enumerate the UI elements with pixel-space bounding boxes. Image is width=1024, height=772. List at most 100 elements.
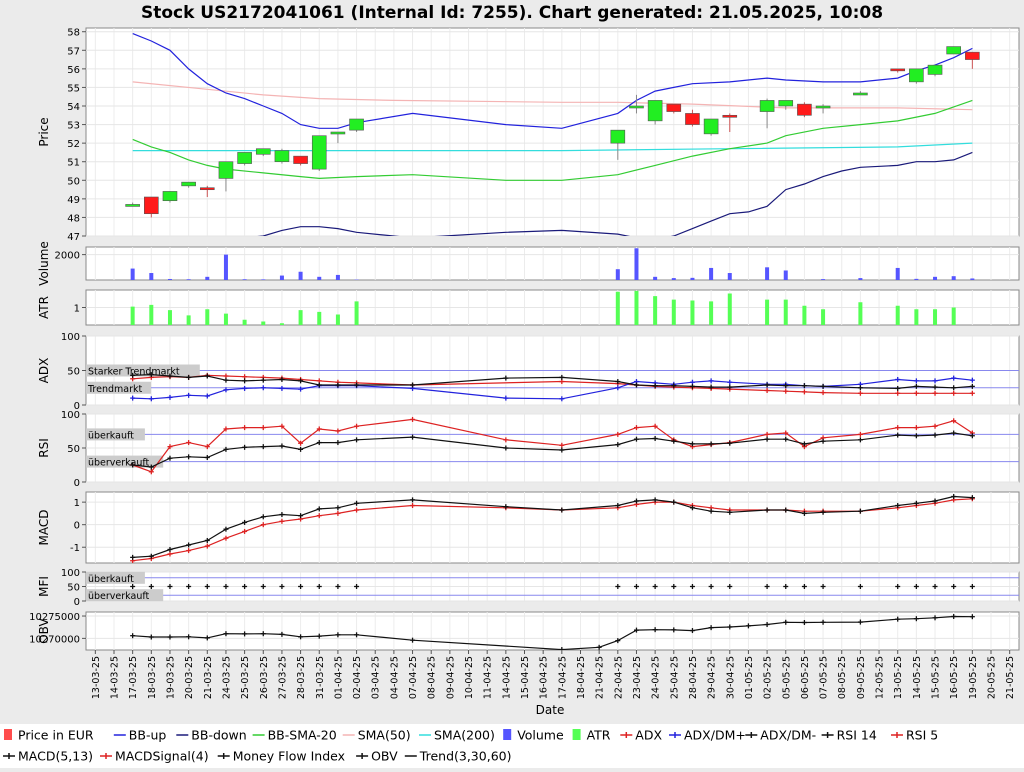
x-tick-label: 24-04-25: [651, 656, 662, 699]
x-tick-label: 17-03-25: [128, 656, 139, 699]
chart-title: Stock US2172041061 (Internal Id: 7255). …: [141, 3, 883, 23]
x-tick-label: 29-04-25: [707, 656, 718, 699]
x-tick-label: 07-05-25: [819, 656, 830, 699]
price-ytick-label: 57: [67, 46, 80, 57]
volume-bar: [728, 273, 732, 280]
x-tick-label: 14-04-25: [501, 656, 512, 699]
volume-bar: [131, 269, 135, 280]
rsi-ytick-label: 50: [67, 444, 80, 455]
x-tick-label: 25-03-25: [240, 656, 251, 699]
candle-body: [256, 149, 270, 155]
legend-item: Trend(3,30,60): [405, 749, 512, 764]
atr-bar: [187, 315, 191, 325]
atr-bar: [280, 323, 284, 325]
candle-body: [163, 191, 177, 200]
atr-bar: [616, 292, 620, 325]
x-tick-label: 24-03-25: [221, 656, 232, 699]
atr-bar: [168, 310, 172, 325]
obv-ylabel: OBV: [37, 617, 51, 643]
volume-bar: [914, 279, 918, 280]
legend-label: OBV: [371, 749, 398, 764]
macd-ytick-label: 0: [74, 521, 80, 532]
x-tick-label: 25-04-25: [669, 656, 680, 699]
legend-label: Volume: [517, 728, 564, 743]
x-tick-label: 14-03-25: [109, 656, 120, 699]
legend-label: ADX: [635, 728, 662, 743]
legend-swatch: [4, 729, 12, 740]
x-tick-label: 30-04-25: [725, 656, 736, 699]
volume-bar: [634, 248, 638, 280]
x-tick-label: 05-05-25: [781, 656, 792, 699]
x-tick-label: 02-04-25: [352, 656, 363, 699]
legend-label: RSI 14: [837, 728, 877, 743]
volume-bar: [709, 268, 713, 280]
atr-bar: [784, 300, 788, 325]
x-tick-label: 07-04-25: [408, 656, 419, 699]
legend-swatch: [503, 729, 511, 740]
candle-body: [648, 100, 662, 120]
candle-body: [909, 69, 923, 82]
volume-bar: [187, 279, 191, 280]
mfi-ytick-label: 50: [67, 583, 80, 594]
price-ytick-label: 54: [67, 102, 80, 113]
atr-ylabel: ATR: [37, 296, 51, 319]
rsi-ytick-label: 0: [74, 478, 80, 489]
volume-bar: [952, 276, 956, 280]
volume-bar: [690, 278, 694, 280]
legend-label: BB-SMA-20: [268, 728, 337, 743]
adx-reference-label: Trendmarkt: [87, 384, 142, 395]
candle-body: [760, 100, 774, 111]
atr-bar: [261, 322, 265, 326]
volume-bar: [168, 279, 172, 280]
candle-body: [816, 106, 830, 108]
price-ytick-label: 50: [67, 176, 80, 187]
price-ytick-label: 58: [67, 28, 80, 39]
candle-body: [853, 93, 867, 95]
x-tick-label: 21-05-25: [1005, 656, 1016, 699]
volume-bar: [821, 279, 825, 280]
volume-bar: [672, 278, 676, 280]
atr-bar: [355, 301, 359, 325]
candle-body: [667, 104, 681, 111]
rsi-ylabel: RSI: [37, 438, 51, 458]
candle-body: [891, 69, 905, 71]
atr-bar: [765, 300, 769, 325]
legend-label: ADX/DM+: [684, 728, 746, 743]
candle-body: [928, 65, 942, 74]
mfi-ytick-label: 0: [74, 597, 80, 608]
x-tick-label: 01-04-25: [333, 656, 344, 699]
legend-item: MACDSignal(4): [100, 749, 209, 764]
price-ytick-label: 48: [67, 213, 80, 224]
candle-body: [704, 119, 718, 134]
price-ytick-label: 47: [67, 232, 80, 243]
legend-label: SMA(50): [358, 728, 411, 743]
mfi-reference-label: überkauft: [88, 574, 134, 585]
macd-ytick-label: 1: [74, 498, 80, 509]
x-tick-label: 13-03-25: [91, 656, 102, 699]
x-tick-label: 20-03-25: [184, 656, 195, 699]
volume-bar: [317, 277, 321, 280]
x-tick-label: 04-04-25: [389, 656, 400, 699]
atr-bar: [709, 301, 713, 325]
x-tick-label: 06-05-25: [800, 656, 811, 699]
x-tick-label: 26-03-25: [259, 656, 270, 699]
legend-label: BB-down: [191, 728, 246, 743]
legend-label: Trend(3,30,60): [419, 749, 512, 764]
volume-bar: [261, 279, 265, 280]
price-ytick-label: 52: [67, 139, 80, 150]
adx-ytick-label: 50: [67, 367, 80, 378]
legend-swatch: [573, 729, 581, 740]
atr-bar: [205, 309, 209, 325]
x-tick-label: 21-03-25: [203, 656, 214, 699]
legend-label: MACD(5,13): [18, 749, 93, 764]
candle-body: [797, 104, 811, 115]
volume-bar: [149, 273, 153, 280]
atr-bar: [728, 294, 732, 326]
x-tick-label: 28-03-25: [296, 656, 307, 699]
